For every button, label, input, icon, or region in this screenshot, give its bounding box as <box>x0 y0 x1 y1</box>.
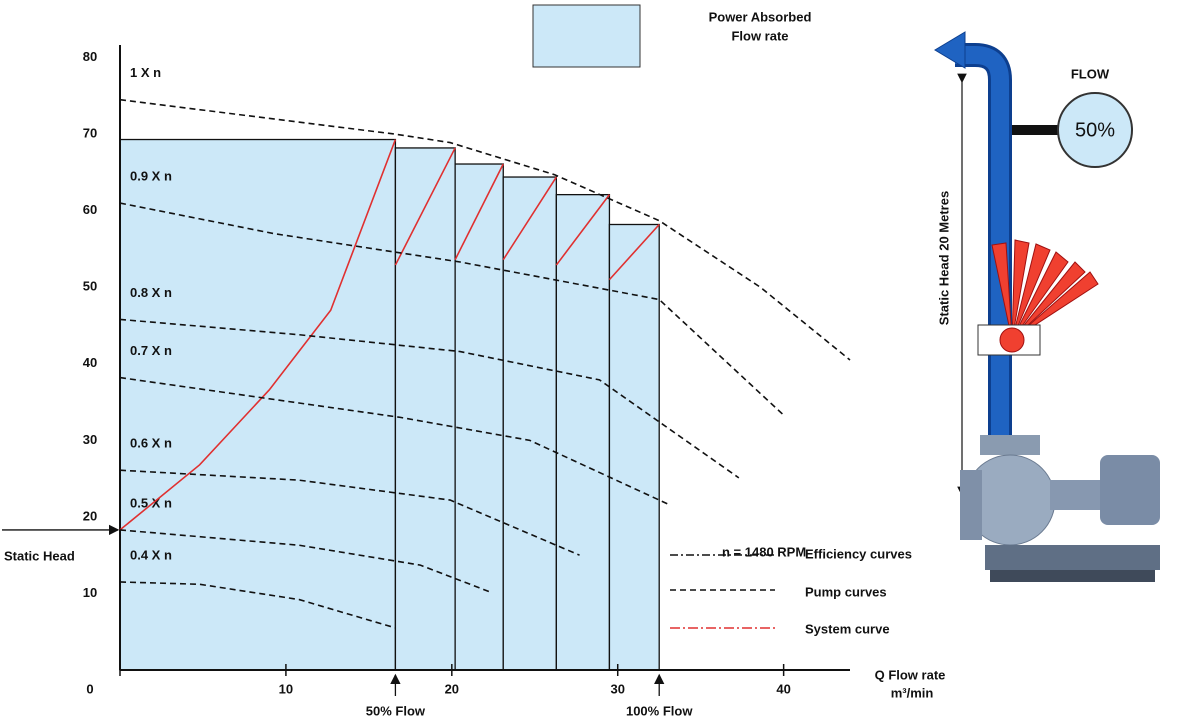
legend-entry: Efficiency curves <box>805 546 912 561</box>
gauge-label: 50% <box>1075 119 1115 141</box>
pump-illustration <box>934 31 1160 582</box>
flow-label: FLOW <box>1071 66 1110 81</box>
curve-label: 0.4 X n <box>130 547 172 562</box>
y-tick-label: 80 <box>83 49 97 64</box>
pump-curve <box>119 98 851 361</box>
flow-marker-label: 50% Flow <box>366 703 426 718</box>
power-legend-swatch <box>532 4 641 68</box>
pump-curve <box>119 469 580 556</box>
power-bar <box>502 176 557 671</box>
height-label: Static Head 20 Metres <box>936 191 951 325</box>
power-bar <box>555 193 611 671</box>
curve-label: 0.9 X n <box>130 168 172 183</box>
y-tick-label: 30 <box>83 432 97 447</box>
flow-marker-label: 100% Flow <box>626 703 693 718</box>
y-tick-label: 70 <box>83 126 97 141</box>
y-tick-label: 60 <box>83 202 97 217</box>
legend-entry: System curve <box>805 621 890 636</box>
pump-curve <box>119 318 740 479</box>
y-tick-label: 50 <box>83 279 97 294</box>
x-tick-label: 30 <box>610 681 624 696</box>
pump-curve <box>119 376 670 506</box>
curve-label: 0.6 X n <box>130 436 172 451</box>
reduced-system-curve <box>502 176 558 261</box>
curve-label: 1 X n <box>130 65 161 80</box>
static-head-label: Static Head <box>4 548 75 563</box>
power-bar <box>119 138 397 671</box>
power-legend-label: Flow rate <box>731 28 788 43</box>
y-tick-label: 40 <box>83 355 97 370</box>
rpm-label: n = 1480 RPM <box>722 544 806 559</box>
pump-curve <box>119 529 491 593</box>
pump-curve <box>119 202 785 416</box>
x-tick-label: 20 <box>445 681 459 696</box>
curve-label: 0.8 X n <box>130 285 172 300</box>
power-bar <box>608 223 660 671</box>
system-curve <box>119 139 397 531</box>
x-axis-unit: m³/min <box>891 685 934 700</box>
legend-entry: Pump curves <box>805 584 887 599</box>
x-tick-label: 40 <box>776 681 790 696</box>
y-tick-label: 10 <box>83 585 97 600</box>
reduced-system-curve <box>394 147 456 266</box>
power-bar <box>454 163 504 671</box>
curve-label: 0.7 X n <box>130 343 172 358</box>
power-bar <box>394 147 456 671</box>
power-legend-label: Power Absorbed <box>709 9 812 24</box>
reduced-system-curve <box>555 194 611 266</box>
x-tick-label: 10 <box>279 681 293 696</box>
reduced-system-curve <box>454 163 504 261</box>
curve-label: 0.5 X n <box>130 495 172 510</box>
reduced-system-curve <box>608 223 660 281</box>
y-tick-label: 20 <box>83 508 97 523</box>
pump-curve <box>119 581 396 629</box>
x-tick-label: 0 <box>86 681 93 696</box>
x-axis-label: Q Flow rate <box>875 667 946 682</box>
